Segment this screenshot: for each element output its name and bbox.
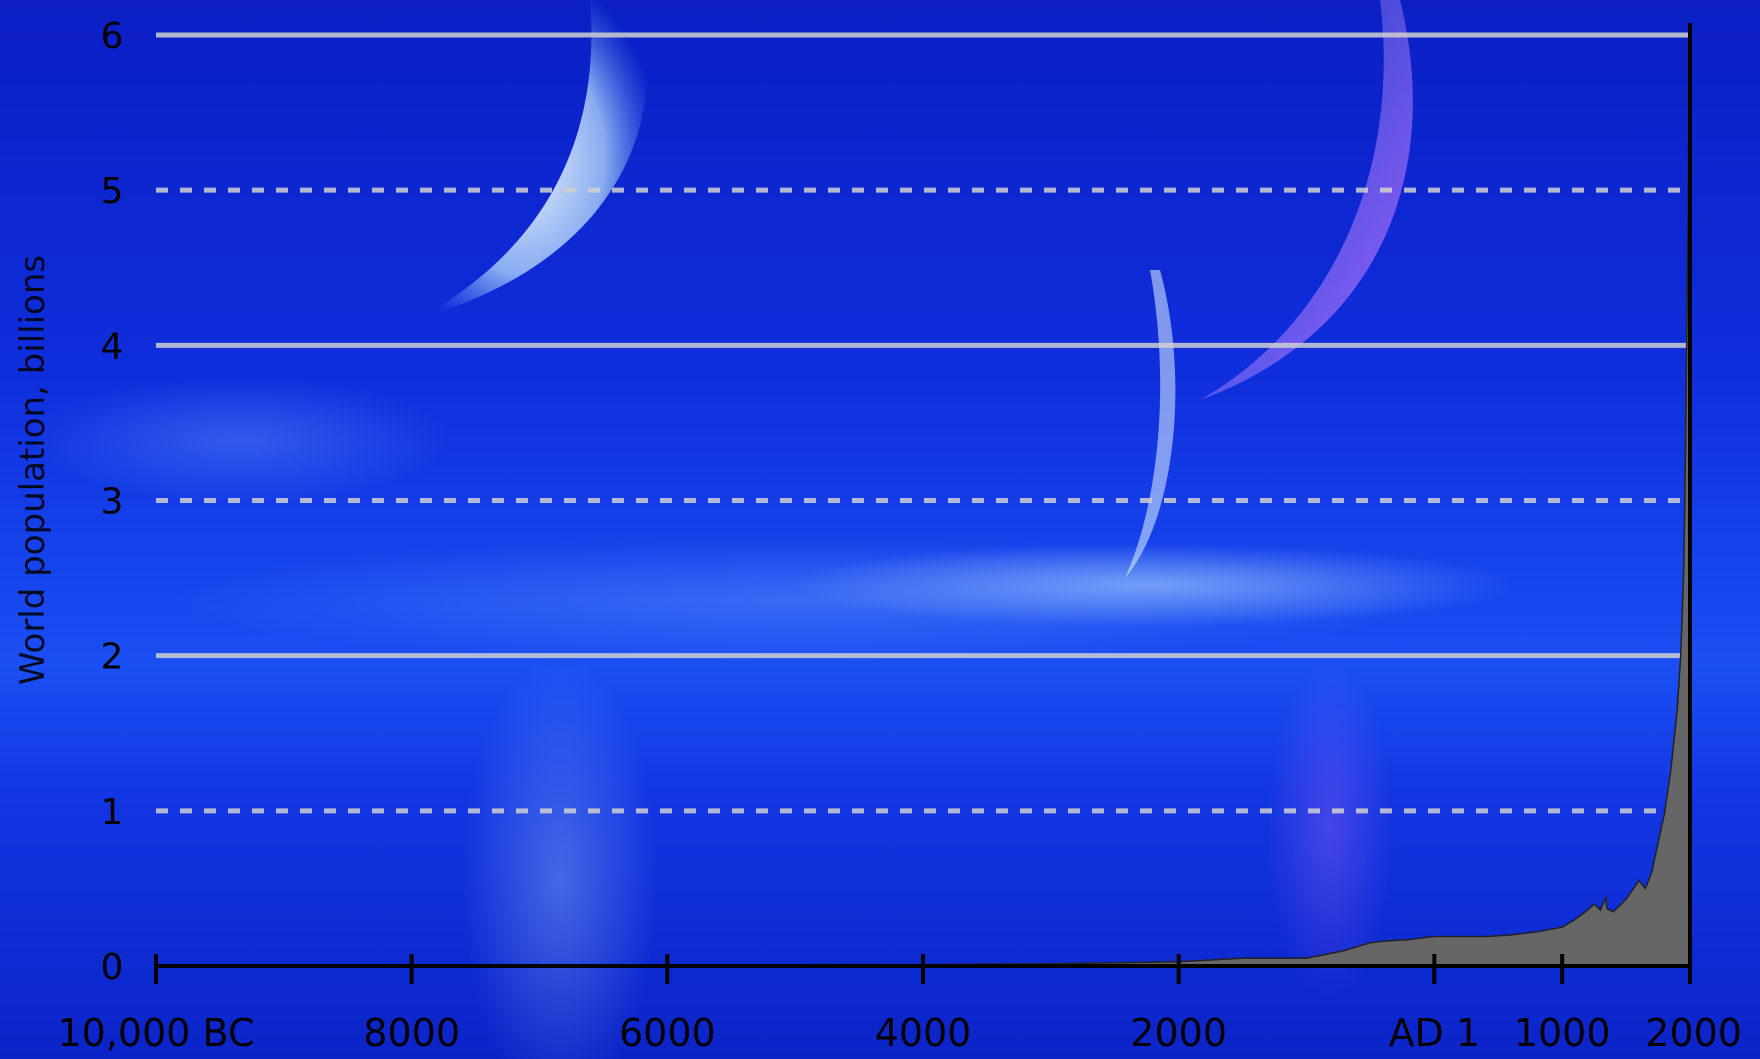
x-tick-label: 4000 (875, 1011, 972, 1055)
gridlines (156, 32, 1690, 814)
population-area-series-0 (155, 24, 1691, 967)
moon-decoration-center (1125, 270, 1176, 578)
y-axis-label: World population, billions (13, 255, 53, 685)
x-tick-label: 2000 (1645, 1011, 1742, 1055)
moon-decoration-right (1200, 0, 1413, 400)
x-axis-tick-labels: 10,000 BC 8000 6000 4000 2000 AD 1 1000 2000 (58, 1011, 1742, 1055)
y-axis-tick-labels: 0 1 2 3 4 5 6 (101, 16, 124, 988)
y-tick-label: 2 (101, 637, 124, 678)
y-tick-label: 1 (101, 792, 124, 833)
y-tick-label: 0 (101, 947, 124, 988)
y-tick-label: 6 (101, 16, 124, 57)
x-tick-label: 1000 (1514, 1011, 1611, 1055)
x-tick-label: 6000 (619, 1011, 716, 1055)
population-area (155, 24, 1691, 967)
x-tick-label: 2000 (1130, 1011, 1227, 1055)
y-tick-label: 5 (101, 171, 124, 212)
axes (154, 23, 1692, 984)
x-tick-label: AD 1 (1389, 1011, 1481, 1055)
y-tick-label: 4 (101, 326, 124, 367)
y-tick-label: 3 (101, 482, 124, 523)
moon-decoration-left (420, 0, 649, 318)
x-tick-label: 10,000 BC (58, 1011, 255, 1055)
x-tick-label: 8000 (363, 1011, 460, 1055)
